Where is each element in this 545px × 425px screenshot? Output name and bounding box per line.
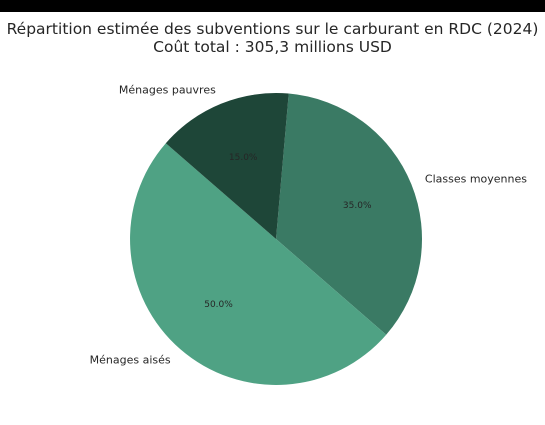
pie-category-label-1: Ménages aisés: [90, 354, 171, 367]
pie-slices: [130, 93, 422, 385]
window-top-bar: [0, 0, 545, 12]
pie-slice-0: [276, 93, 422, 335]
pie-pct-label-2: 15.0%: [229, 153, 258, 163]
chart-subtitle: Coût total : 305,3 millions USD: [153, 38, 392, 56]
pie-pct-label-0: 35.0%: [343, 201, 372, 211]
pie-slice-2: [165, 93, 289, 240]
chart-title: Répartition estimée des subventions sur …: [6, 20, 539, 38]
pie-slice-1: [130, 143, 387, 385]
pie-category-label-2: Ménages pauvres: [119, 84, 216, 97]
pie-category-label-0: Classes moyennes: [425, 172, 527, 185]
pie-labels: 35.0% Classes moyennes 50.0% Ménages aisés 1…: [90, 84, 528, 367]
pie-pct-label-1: 50.0%: [204, 300, 233, 310]
chart-title-block: Répartition estimée des subventions sur …: [0, 20, 545, 56]
